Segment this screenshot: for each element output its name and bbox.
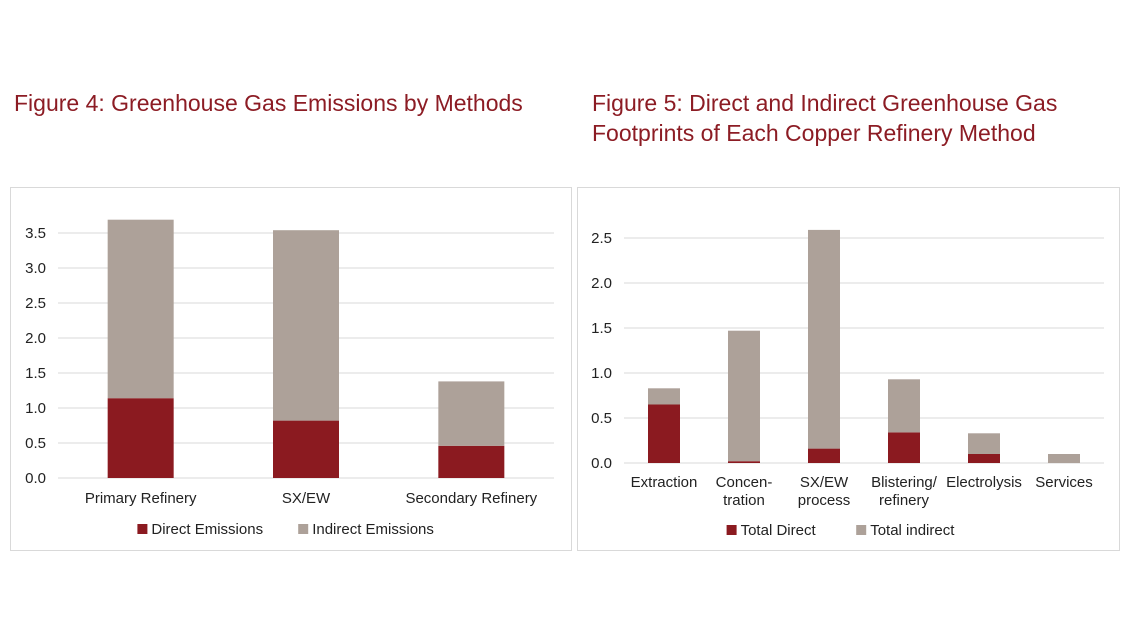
- fig5-bar-indirect: [968, 433, 1000, 454]
- fig4-y-tick-label: 3.5: [25, 225, 46, 242]
- fig5-bar-indirect: [648, 388, 680, 405]
- figure-4-chart: 0.0 0.5 1.0 1.5 2.0 2.5 3.0 3.5 Primary Refinery…: [25, 219, 554, 538]
- fig4-bar-indirect: [107, 219, 174, 399]
- fig4-y-tick-label: 3.0: [25, 260, 46, 277]
- fig4-y-tick-label: 1.5: [25, 365, 46, 382]
- figure-4-chart-panel: 0.0 0.5 1.0 1.5 2.0 2.5 3.0 3.5 Primary Refinery…: [10, 187, 572, 551]
- fig5-x-tick-label: Electrolysis: [946, 474, 1022, 491]
- fig4-x-tick-label: Primary Refinery: [85, 490, 197, 507]
- fig4-bar-direct: [438, 445, 505, 478]
- fig4-x-tick-label: SX/EW: [282, 490, 331, 507]
- fig4-x-tick-label: Secondary Refinery: [405, 490, 537, 507]
- fig5-x-tick-label: Extraction: [631, 474, 698, 491]
- fig5-y-tick-label: 0.5: [591, 410, 612, 427]
- fig4-y-tick-label: 0.5: [25, 435, 46, 452]
- fig5-legend-label: Total Direct: [741, 522, 817, 539]
- fig5-y-tick-label: 2.0: [591, 275, 612, 292]
- fig5-bar-direct: [808, 448, 840, 463]
- fig4-bar-direct: [107, 398, 174, 478]
- fig5-x-tick-label: Blistering/refinery: [871, 474, 938, 509]
- fig4-y-tick-label: 1.0: [25, 400, 46, 417]
- figure-5-chart-panel: 0.0 0.5 1.0 1.5 2.0 2.5 Extraction Concen-trati…: [577, 187, 1120, 551]
- figure-5-title: Figure 5: Direct and Indirect Greenhouse…: [592, 90, 1058, 146]
- figure-4-title: Figure 4: Greenhouse Gas Emissions by Me…: [14, 90, 523, 116]
- fig5-x-tick-label: Services: [1035, 474, 1093, 491]
- fig5-legend-label: Total indirect: [870, 522, 955, 539]
- fig4-y-tick-label: 2.0: [25, 330, 46, 347]
- fig5-x-tick-label: Concen-tration: [716, 474, 773, 509]
- fig4-legend-swatch: [137, 524, 148, 534]
- figure-5-chart: 0.0 0.5 1.0 1.5 2.0 2.5 Extraction Concen-trati…: [591, 229, 1104, 539]
- fig4-y-tick-label: 0.0: [25, 470, 46, 487]
- fig4-y-tick-label: 2.5: [25, 295, 46, 312]
- fig4-legend-swatch: [298, 524, 309, 534]
- fig5-y-tick-label: 0.0: [591, 455, 612, 472]
- fig5-bar-indirect: [728, 330, 760, 462]
- fig5-bar-indirect: [808, 229, 840, 449]
- fig5-y-tick-label: 1.0: [591, 365, 612, 382]
- fig5-y-tick-label: 2.5: [591, 230, 612, 247]
- fig5-bar-direct: [888, 432, 920, 463]
- fig5-legend-swatch: [856, 525, 867, 535]
- fig5-bar-direct: [728, 461, 760, 463]
- fig5-x-tick-label: SX/EW process: [798, 474, 851, 509]
- fig5-legend-swatch: [726, 525, 737, 535]
- fig4-legend-label: Direct Emissions: [151, 521, 263, 538]
- fig4-legend-label: Indirect Emissions: [312, 521, 434, 538]
- fig4-bar-direct: [273, 420, 339, 478]
- fig5-bar-indirect: [888, 379, 920, 433]
- fig4-bar-indirect: [273, 230, 339, 421]
- fig5-bar-direct: [648, 404, 680, 463]
- fig5-bar-direct: [968, 454, 1000, 463]
- fig5-bar-indirect: [1048, 454, 1080, 463]
- fig5-y-tick-label: 1.5: [591, 320, 612, 337]
- fig4-bar-indirect: [438, 381, 505, 446]
